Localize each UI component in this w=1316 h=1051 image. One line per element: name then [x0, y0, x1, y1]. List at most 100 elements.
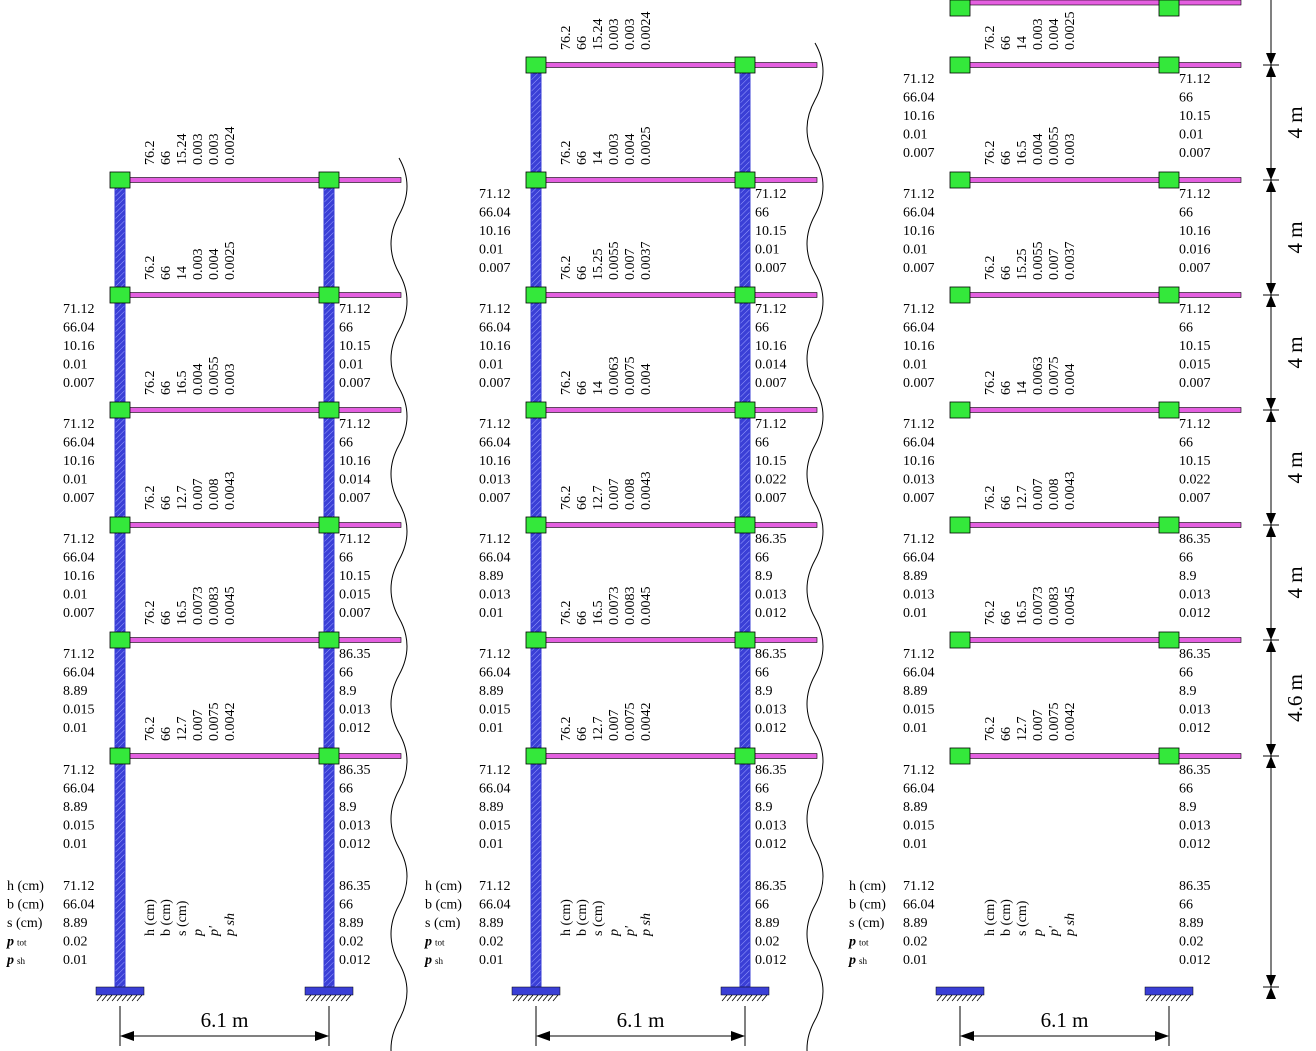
exterior-column-value: 66.04 [903, 91, 935, 106]
exterior-column-value: 8.89 [63, 916, 88, 931]
storey-height-label: 4 m [1283, 221, 1307, 253]
beam-property-value: 66 [999, 611, 1014, 625]
beam-property-value: 0.007 [1031, 710, 1046, 742]
beam-property-value: 0.0055 [607, 242, 622, 281]
legend-beam-label: p [191, 929, 206, 937]
legend-p-subscript: sh [435, 956, 444, 966]
interior-column-value: 0.014 [755, 358, 787, 373]
beam [119, 292, 402, 298]
support-hatch [951, 994, 958, 1002]
beam-column-joint [318, 516, 340, 534]
beam-column-joint [525, 286, 547, 304]
support-hatch [310, 994, 317, 1002]
support-hatch [330, 994, 337, 1002]
exterior-column-value: 66.04 [479, 898, 511, 913]
beam-property-value: 0.0075 [1047, 357, 1062, 396]
exterior-column-value: 71.12 [63, 879, 95, 894]
exterior-column-value: 0.015 [479, 819, 511, 834]
beam-property-value: 66 [159, 496, 174, 510]
exterior-column-value: 0.013 [903, 588, 935, 603]
exterior-column-value: 66.04 [903, 321, 935, 336]
beam-property-value: 76.2 [983, 717, 998, 742]
exterior-column-value: 0.01 [63, 358, 88, 373]
exterior-column-value: 0.01 [479, 243, 504, 258]
beam [119, 407, 402, 413]
beam-column-joint [1158, 286, 1180, 304]
fixed-support [1144, 986, 1194, 996]
height-arrow [1266, 398, 1276, 410]
exterior-column-value: 0.01 [479, 358, 504, 373]
beam [959, 177, 1242, 183]
beam-property-value: 0.0075 [1047, 703, 1062, 742]
support-hatch [522, 994, 529, 1002]
beam-property-value: 0.0045 [639, 587, 654, 626]
beam-column-joint [109, 631, 131, 649]
support-hatch [1175, 994, 1182, 1002]
beam-column-joint [525, 631, 547, 649]
beam-property-value: 66 [575, 266, 590, 280]
exterior-column-value: 71.12 [903, 187, 935, 202]
legend-beam-label: p sh [1063, 913, 1078, 937]
beam-property-value: 0.003 [207, 134, 222, 166]
beam-property-value: 76.2 [559, 26, 574, 51]
interior-column-value: 66 [339, 666, 353, 681]
support-hatch [547, 994, 554, 1002]
storey-height-label: 4 m [1283, 336, 1307, 368]
support-hatch [1145, 994, 1152, 1002]
beam-column-joint [734, 286, 756, 304]
interior-column-value: 0.013 [755, 819, 787, 834]
legend-p-symbol: p [848, 953, 856, 968]
beam-property-value: 66 [999, 496, 1014, 510]
interior-column-value: 71.12 [1179, 417, 1211, 432]
beam-property-value: 76.2 [143, 717, 158, 742]
interior-column-value: 0.013 [755, 588, 787, 603]
exterior-column-value: 10.16 [479, 224, 511, 239]
beam-property-value: 15.24 [591, 19, 606, 51]
beam-property-value: 0.0037 [639, 242, 654, 281]
exterior-column-value: 0.01 [63, 721, 88, 736]
beam-property-value: 0.007 [607, 479, 622, 511]
beam-property-value: 14 [591, 151, 606, 165]
exterior-column-value: 0.007 [63, 606, 95, 621]
beam-column-joint [1158, 631, 1180, 649]
beam-column-joint [109, 516, 131, 534]
support-hatch [325, 994, 332, 1002]
beam-property-value: 0.008 [207, 479, 222, 511]
exterior-column-value: 0.01 [903, 243, 928, 258]
beam-column-joint [949, 56, 971, 74]
interior-column-value: 0.022 [755, 473, 787, 488]
legend-p-subscript: tot [17, 938, 27, 948]
beam-column-joint [318, 631, 340, 649]
legend-column-label: h (cm) [7, 879, 44, 894]
beam [119, 753, 402, 759]
exterior-column-value: 0.01 [903, 953, 928, 968]
interior-column-value: 71.12 [755, 417, 787, 432]
beam-property-value: 0.004 [623, 134, 638, 166]
interior-column-value: 0.013 [339, 819, 371, 834]
interior-column-value: 0.015 [1179, 358, 1211, 373]
beam [535, 177, 818, 183]
exterior-column-value: 10.16 [903, 109, 935, 124]
exterior-column-value: 71.12 [479, 417, 511, 432]
height-arrow [1266, 53, 1276, 65]
beam-property-value: 0.007 [607, 710, 622, 742]
exterior-column-value: 71.12 [63, 532, 95, 547]
legend-p-subscript: tot [435, 938, 445, 948]
height-arrow [1266, 295, 1276, 307]
support-hatch [552, 994, 559, 1002]
support-hatch [121, 994, 128, 1002]
exterior-column-value: 66.04 [479, 206, 511, 221]
beam-column-joint [318, 171, 340, 189]
beam-property-value: 76.2 [559, 486, 574, 511]
interior-column-value: 71.12 [339, 302, 371, 317]
interior-column-value: 71.12 [1179, 72, 1211, 87]
beam-property-value: 12.7 [591, 486, 606, 511]
exterior-column-value: 66.04 [479, 551, 511, 566]
interior-column-value: 0.007 [1179, 376, 1211, 391]
interior-column-value: 86.35 [755, 532, 787, 547]
storey-height-label: 4 m [1283, 566, 1307, 598]
legend-p-symbol: p [424, 935, 432, 950]
beam-property-value: 0.0055 [1047, 127, 1062, 166]
support-hatch [106, 994, 113, 1002]
beam [535, 753, 818, 759]
